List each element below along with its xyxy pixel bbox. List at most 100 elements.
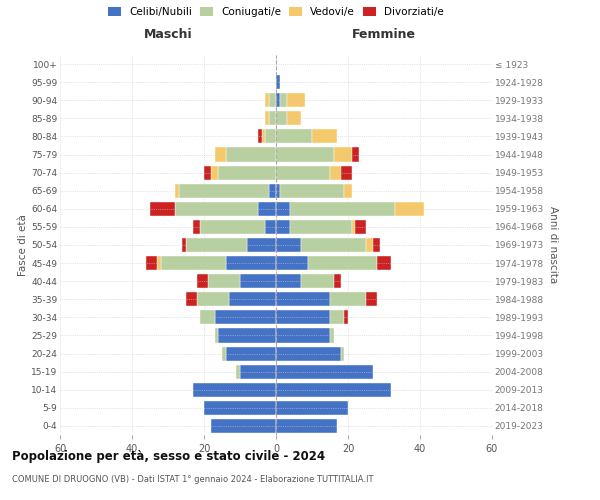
Bar — [276, 274, 301, 288]
Bar — [215, 310, 276, 324]
Bar — [240, 364, 276, 378]
Bar — [312, 130, 337, 143]
Bar — [193, 220, 200, 234]
Bar — [258, 130, 262, 143]
Bar — [287, 112, 301, 126]
Text: Femmine: Femmine — [352, 28, 416, 40]
Bar — [175, 202, 258, 216]
Bar — [276, 93, 280, 108]
Bar — [269, 184, 276, 198]
Bar — [157, 256, 161, 270]
Bar — [269, 112, 276, 126]
Bar — [218, 328, 276, 342]
Bar — [276, 328, 330, 342]
Bar — [226, 148, 276, 162]
Bar — [215, 148, 226, 162]
Bar — [262, 130, 265, 143]
Bar — [258, 202, 276, 216]
Y-axis label: Fasce di età: Fasce di età — [18, 214, 28, 276]
Bar — [276, 346, 341, 360]
Bar — [287, 93, 305, 108]
Bar — [146, 256, 157, 270]
Bar — [330, 166, 341, 179]
Bar — [341, 346, 344, 360]
Bar — [197, 274, 208, 288]
Bar — [276, 419, 337, 433]
Bar — [334, 148, 352, 162]
Bar — [352, 220, 355, 234]
Text: Popolazione per età, sesso e stato civile - 2024: Popolazione per età, sesso e stato civil… — [12, 450, 325, 463]
Bar — [344, 310, 348, 324]
Bar — [204, 401, 276, 415]
Bar — [334, 274, 341, 288]
Bar — [204, 166, 211, 179]
Bar — [265, 130, 276, 143]
Bar — [265, 220, 276, 234]
Bar — [373, 238, 380, 252]
Bar — [377, 256, 391, 270]
Bar — [236, 364, 240, 378]
Bar — [215, 328, 218, 342]
Bar — [276, 184, 280, 198]
Bar — [344, 184, 352, 198]
Bar — [193, 382, 276, 397]
Bar — [330, 328, 334, 342]
Bar — [229, 292, 276, 306]
Bar — [276, 75, 280, 89]
Bar — [200, 220, 265, 234]
Bar — [280, 93, 287, 108]
Bar — [280, 184, 344, 198]
Bar — [276, 166, 330, 179]
Bar — [211, 166, 218, 179]
Legend: Celibi/Nubili, Coniugati/e, Vedovi/e, Divorziati/e: Celibi/Nubili, Coniugati/e, Vedovi/e, Di… — [108, 7, 444, 17]
Bar — [330, 292, 366, 306]
Bar — [301, 274, 334, 288]
Bar — [341, 166, 352, 179]
Bar — [276, 364, 373, 378]
Bar — [276, 130, 312, 143]
Bar — [179, 184, 269, 198]
Bar — [276, 401, 348, 415]
Bar — [265, 112, 269, 126]
Bar — [226, 346, 276, 360]
Bar — [269, 93, 276, 108]
Bar — [182, 238, 186, 252]
Y-axis label: Anni di nascita: Anni di nascita — [548, 206, 558, 284]
Bar — [276, 382, 391, 397]
Bar — [186, 238, 247, 252]
Bar — [355, 220, 366, 234]
Bar — [150, 202, 175, 216]
Text: COMUNE DI DRUOGNO (VB) - Dati ISTAT 1° gennaio 2024 - Elaborazione TUTTITALIA.IT: COMUNE DI DRUOGNO (VB) - Dati ISTAT 1° g… — [12, 475, 373, 484]
Bar — [208, 274, 240, 288]
Bar — [197, 292, 229, 306]
Bar — [366, 292, 377, 306]
Bar — [308, 256, 377, 270]
Bar — [211, 419, 276, 433]
Bar — [276, 202, 290, 216]
Bar — [276, 148, 334, 162]
Bar — [366, 238, 373, 252]
Bar — [186, 292, 197, 306]
Bar — [161, 256, 226, 270]
Bar — [330, 310, 344, 324]
Bar — [276, 310, 330, 324]
Bar — [276, 292, 330, 306]
Bar — [276, 220, 290, 234]
Bar — [352, 148, 359, 162]
Text: Maschi: Maschi — [143, 28, 193, 40]
Bar — [240, 274, 276, 288]
Bar — [247, 238, 276, 252]
Bar — [218, 166, 276, 179]
Bar — [276, 256, 308, 270]
Bar — [276, 238, 301, 252]
Bar — [222, 346, 226, 360]
Bar — [301, 238, 366, 252]
Bar — [175, 184, 179, 198]
Bar — [395, 202, 424, 216]
Bar — [276, 112, 287, 126]
Bar — [200, 310, 215, 324]
Bar — [290, 220, 352, 234]
Bar — [265, 93, 269, 108]
Bar — [290, 202, 395, 216]
Bar — [226, 256, 276, 270]
